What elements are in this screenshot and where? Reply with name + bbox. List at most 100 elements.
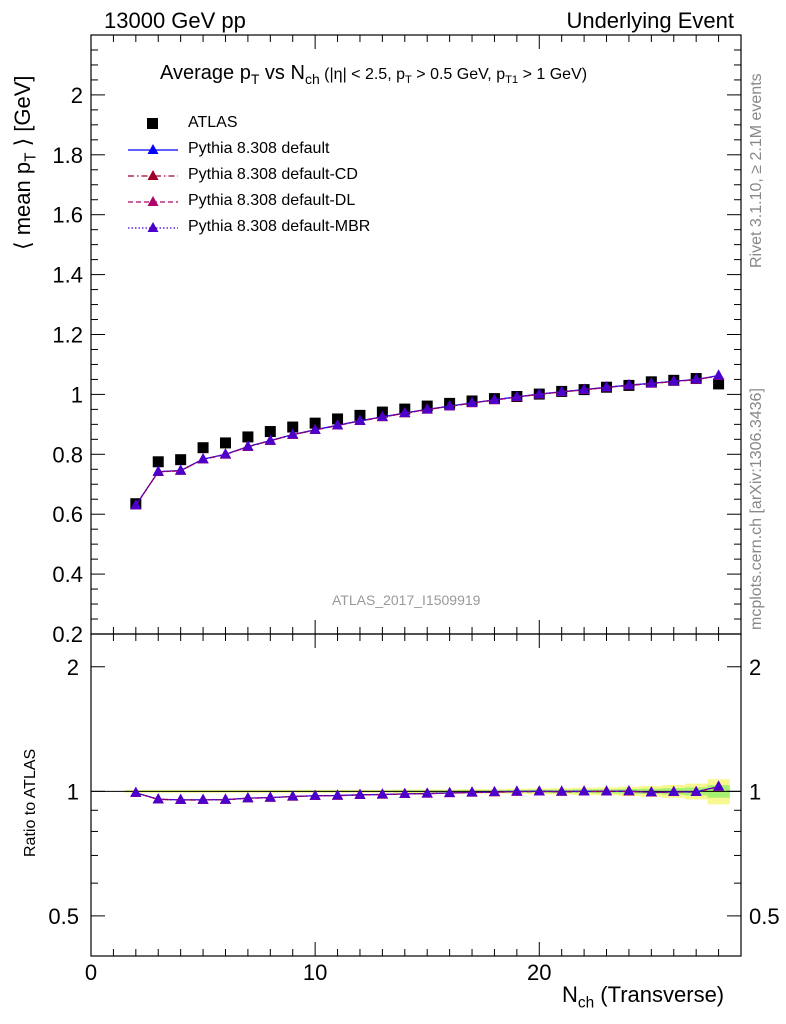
atlas-data-point [287,421,299,433]
series-marker-4 [287,428,299,439]
series-marker-4 [376,410,388,421]
x-axis-label: Nch (Transverse) [562,982,725,1012]
x-tick-label: 10 [303,960,327,985]
y-tick-label: 0.4 [52,562,83,587]
ratio-marker-3 [488,786,500,797]
series-marker-4 [197,453,209,464]
atlas-data-point [264,426,276,438]
legend-marker [147,170,159,180]
series-marker-4 [309,423,321,434]
series-marker-4 [444,400,456,411]
analysis-id: ATLAS_2017_I1509919 [332,592,481,608]
ratio-marker-3 [399,787,411,798]
series-marker-4 [152,465,164,476]
ratio-y-tick-label-right: 0.5 [749,904,780,929]
ratio-marker-3 [264,791,276,802]
series-marker-4 [578,383,590,394]
ratio-marker-3 [152,793,164,804]
ratio-marker-3 [533,785,545,796]
ratio-marker-3 [219,793,231,804]
ratio-marker-3 [130,786,142,797]
series-marker-4 [219,448,231,459]
x-tick-label: 0 [85,960,97,985]
series-marker-4 [264,434,276,445]
atlas-data-point [175,454,187,466]
ratio-marker-3 [444,786,456,797]
series-marker-4 [601,381,613,392]
ratio-marker-3 [668,785,680,796]
series-marker-4 [354,414,366,425]
atlas-data-point [713,378,725,390]
y-tick-label: 2 [71,83,83,108]
legend-marker-atlas [147,118,158,129]
series-marker-4 [242,440,254,451]
ratio-marker-3 [578,785,590,796]
header-left: 13000 GeV pp [104,8,246,33]
series-marker-4 [668,375,680,386]
ratio-line-3 [135,785,719,801]
atlas-data-point [152,456,164,468]
atlas-data-point [309,417,321,429]
legend-entry: Pythia 8.308 default-MBR [188,218,371,235]
ratio-y-tick-label: 2 [67,655,79,680]
series-marker-4 [556,385,568,396]
header-right: Underlying Event [566,8,734,33]
ratio-marker-3 [354,788,366,799]
y-tick-label: 0.2 [52,622,83,647]
ratio-marker-3 [511,785,523,796]
series-line-3 [135,375,719,506]
ratio-marker-3 [421,787,433,798]
series-marker-4 [713,369,725,380]
series-marker-4 [175,464,187,475]
series-marker-4 [488,393,500,404]
ratio-marker-3 [197,793,209,804]
y-tick-label: 0.6 [52,502,83,527]
ratio-marker-3 [242,792,254,803]
ratio-marker-3 [601,785,613,796]
ratio-marker-3 [175,793,187,804]
legend-entry: ATLAS [188,114,238,131]
ratio-marker-3 [376,788,388,799]
ratio-marker-3 [556,785,568,796]
ratio-marker-3 [287,790,299,801]
legend-marker [147,144,159,154]
legend-marker [147,222,159,232]
ratio-marker-3 [332,789,344,800]
ratio-marker-3 [713,780,725,791]
y-tick-label: 1.4 [52,263,83,288]
ratio-marker-3 [623,785,635,796]
series-marker-4 [130,499,142,510]
ratio-y-tick-label: 1 [67,779,79,804]
ratio-marker-3 [309,789,321,800]
ratio-y-tick-label: 0.5 [48,904,79,929]
atlas-data-point [197,442,209,454]
y-tick-label: 1.2 [52,323,83,348]
series-marker-4 [332,419,344,430]
x-tick-label: 20 [527,960,551,985]
series-marker-4 [623,379,635,390]
series-marker-4 [421,403,433,414]
series-marker-4 [511,390,523,401]
series-marker-4 [533,388,545,399]
atlas-data-point [332,413,344,425]
y-tick-label: 0.8 [52,442,83,467]
ratio-marker-3 [690,785,702,796]
atlas-data-point [219,437,231,449]
legend-entry: Pythia 8.308 default-DL [188,192,356,209]
legend-entry: Pythia 8.308 default-CD [188,166,358,183]
ratio-marker-3 [645,786,657,797]
series-marker-4 [690,373,702,384]
chart-title: Average pT vs Nch (|η| < 2.5, pT > 0.5 G… [160,62,588,87]
series-marker-4 [399,406,411,417]
series-marker-4 [645,377,657,388]
atlas-data-point [242,431,254,443]
ratio-y-tick-label-right: 1 [749,779,761,804]
legend-entry: Pythia 8.308 default [188,140,330,157]
series-marker-4 [466,396,478,407]
ratio-panel-frame [90,633,742,957]
main-panel-frame [90,34,742,635]
legend-marker [147,196,159,206]
ratio-y-tick-label-right: 2 [749,655,761,680]
y-tick-label: 1.6 [52,203,83,228]
